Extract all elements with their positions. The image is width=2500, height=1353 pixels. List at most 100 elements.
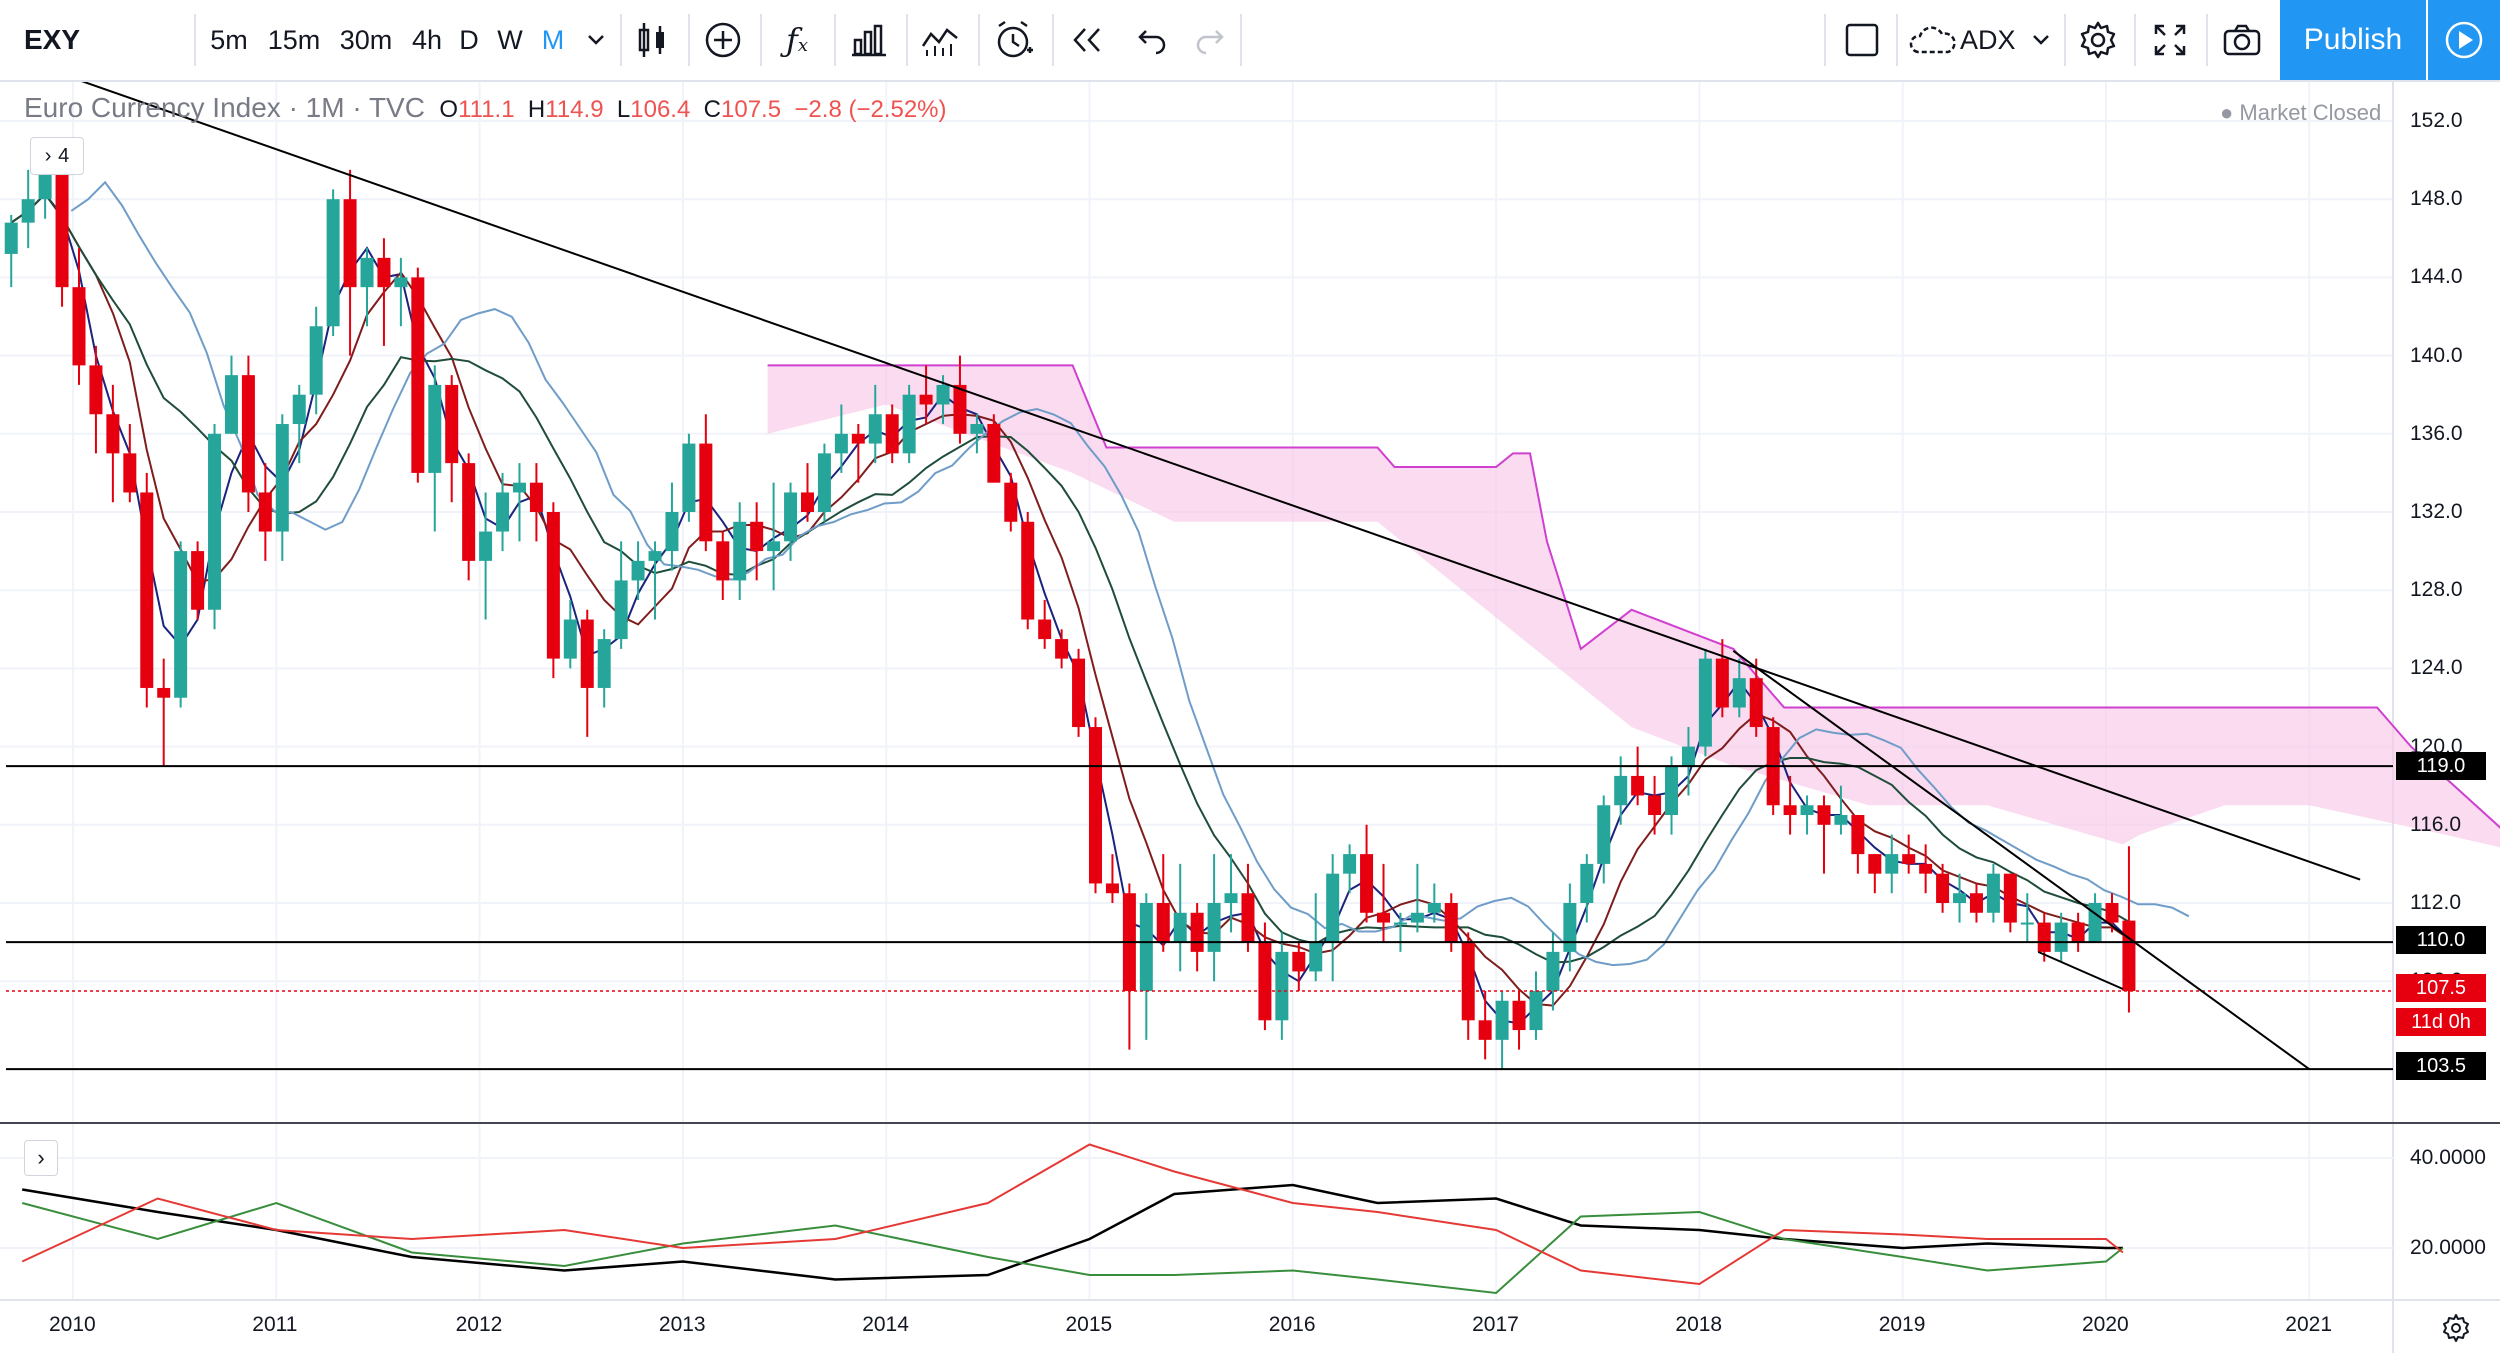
time-tick-label: 2020 — [2082, 1313, 2129, 1336]
candle-body — [72, 287, 86, 366]
candles — [4, 140, 2136, 1070]
toolbar-divider — [688, 14, 690, 66]
candle-body — [275, 424, 289, 532]
time-tick-label: 2017 — [1472, 1313, 1519, 1336]
candle-body — [699, 443, 713, 542]
templates-button[interactable] — [918, 0, 964, 80]
candle-body — [1326, 873, 1340, 943]
price-tick-label: 144.0 — [2410, 265, 2463, 289]
candle-body — [1580, 863, 1594, 903]
alert-button[interactable] — [988, 0, 1040, 80]
candle-body — [428, 384, 442, 473]
candle-body — [394, 277, 408, 288]
candle-body — [1885, 854, 1899, 874]
undo-icon — [1138, 30, 1166, 55]
symbol-search[interactable]: EXY — [24, 24, 81, 55]
financials-button[interactable] — [846, 0, 892, 80]
interval-dropdown[interactable] — [578, 0, 614, 80]
candle-body — [631, 560, 645, 581]
play-button[interactable] — [2428, 0, 2500, 80]
lower-wedge-line — [2037, 950, 2124, 990]
axis-settings-button[interactable] — [2426, 1308, 2486, 1348]
layout-dropdown[interactable] — [2026, 0, 2056, 80]
redo-icon — [1196, 30, 1224, 55]
redo-button[interactable] — [1186, 0, 1232, 80]
candle-body — [174, 551, 188, 698]
candle-body — [1614, 775, 1628, 806]
toolbar-divider — [620, 14, 622, 66]
chevron-right-icon: › — [37, 1145, 45, 1170]
adx-legend-toggle[interactable]: › — [24, 1140, 58, 1176]
lagging-span-line — [70, 180, 2190, 967]
cloud-upper-edge — [767, 364, 2500, 829]
last-price-label: 107.5 — [2396, 974, 2486, 1002]
interval-30m[interactable]: 30m — [339, 24, 393, 55]
candle-body — [1969, 893, 1983, 913]
interval-4h[interactable]: 4h — [411, 24, 443, 55]
interval-15m[interactable]: 15m — [267, 24, 321, 55]
fullscreen-button[interactable] — [2146, 0, 2194, 80]
candle-body — [1597, 805, 1611, 864]
compare-button[interactable] — [698, 0, 748, 80]
candle-body — [1343, 854, 1357, 874]
candle-body — [817, 453, 831, 512]
candle-body — [2105, 903, 2119, 923]
drawing-overlays[interactable] — [6, 82, 2393, 1071]
replay-button[interactable] — [1064, 0, 1110, 80]
cloud-fill — [767, 365, 2500, 848]
steep-trend-line — [1732, 649, 2310, 1070]
interval-w[interactable]: W — [497, 24, 523, 55]
save-layout-button[interactable]: ADX — [1908, 0, 2048, 80]
candle-body — [1631, 775, 1645, 796]
layout-button[interactable] — [1842, 0, 1882, 80]
candle-body — [191, 551, 205, 610]
interval-d[interactable]: D — [459, 24, 479, 55]
chart-type-button[interactable] — [628, 0, 676, 80]
level-119-label: 119.0 — [2396, 752, 2486, 780]
chart-canvas[interactable] — [0, 82, 2500, 1353]
candle-body — [1360, 854, 1374, 913]
candle-body — [512, 482, 526, 493]
candle-body — [970, 424, 984, 434]
level-103-label: 103.5 — [2396, 1052, 2486, 1080]
time-tick-label: 2012 — [455, 1313, 503, 1336]
time-tick-label: 2013 — [658, 1313, 706, 1336]
fx-icon: ƒx — [786, 21, 808, 59]
toolbar-divider — [2206, 14, 2208, 66]
candle-body — [902, 394, 916, 454]
ichimoku-cloud — [767, 364, 2500, 848]
interval-5m[interactable]: 5m — [210, 24, 248, 55]
candle-body — [157, 687, 171, 698]
interval-m[interactable]: M — [541, 24, 565, 55]
candle-body — [1698, 658, 1712, 747]
candle-body — [140, 492, 154, 688]
series-title[interactable]: Euro Currency Index · 1M · TVC — [24, 92, 425, 123]
camera-icon — [2223, 24, 2261, 56]
bar-countdown-label: 11d 0h — [2396, 1008, 2486, 1036]
price-tick-label: 148.0 — [2410, 187, 2463, 211]
candle-body — [462, 463, 476, 561]
candle-body — [292, 394, 306, 425]
candle-body — [1953, 893, 1967, 903]
settings-button[interactable] — [2074, 0, 2122, 80]
candle-body — [1410, 912, 1424, 923]
undo-button[interactable] — [1130, 0, 1176, 80]
candle-body — [1089, 727, 1102, 884]
indicators-button[interactable]: ƒx — [772, 0, 822, 80]
toolbar-divider — [978, 14, 980, 66]
price-tick-label: 120.0 — [2410, 734, 2463, 758]
candle-body — [1038, 619, 1052, 640]
gear-icon — [2080, 21, 2116, 59]
candle-body — [2054, 922, 2068, 952]
adx-tick-label: 40.0000 — [2410, 1146, 2486, 1169]
candle-body — [1834, 815, 1848, 825]
candlestick-icon — [638, 23, 664, 57]
candle-body — [580, 619, 594, 688]
indicators-collapse-button[interactable]: › 4 — [30, 137, 84, 175]
candle-body — [750, 521, 764, 552]
indicator-count: 4 — [58, 144, 70, 167]
snapshot-button[interactable] — [2218, 0, 2266, 80]
candle-body — [1936, 873, 1950, 903]
publish-button[interactable]: Publish — [2280, 0, 2426, 80]
candle-body — [1377, 912, 1391, 923]
